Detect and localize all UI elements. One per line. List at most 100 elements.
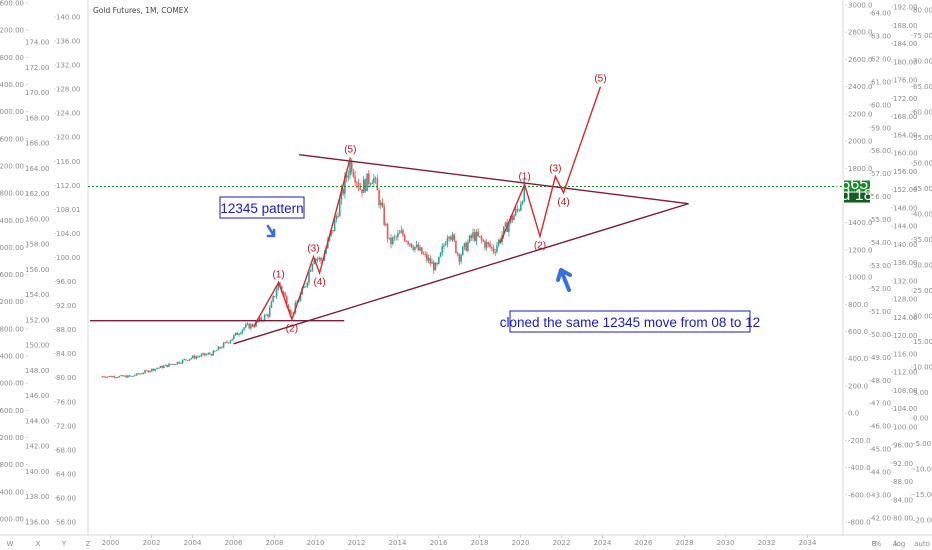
axis-tick-label-right_4: -10.00 xyxy=(913,466,932,474)
axis-tick-label-right_3: 80.00 xyxy=(893,515,913,523)
axis-tick-label-right_4: 20.00 xyxy=(913,313,932,321)
toolbar-letter-z[interactable]: Z xyxy=(86,540,91,548)
wave-path-2008-2012[interactable] xyxy=(253,157,352,327)
candle-body xyxy=(274,296,276,297)
candle-body xyxy=(147,370,150,373)
candle-body xyxy=(239,333,242,335)
candle-body xyxy=(198,356,201,358)
candle-body xyxy=(463,242,466,247)
candle-body xyxy=(313,261,315,265)
candle-body xyxy=(118,375,121,378)
candle-body xyxy=(504,222,507,227)
toolbar-letter-w[interactable]: W xyxy=(7,540,14,548)
toolbar-letter-a[interactable]: A xyxy=(893,540,898,548)
candle-body xyxy=(284,293,286,297)
candle-body xyxy=(123,375,126,377)
candle-body xyxy=(468,235,471,243)
axis-tick-label-right_4: 15.00 xyxy=(913,338,932,346)
candle-body xyxy=(473,232,476,241)
axis-tick-label-price: 1000.0 xyxy=(848,274,873,282)
candle-body xyxy=(480,236,483,240)
candle-body xyxy=(345,176,348,178)
axis-tick-label-price: -600.0 xyxy=(848,491,871,499)
candle-body xyxy=(456,252,459,255)
candle-body xyxy=(255,321,257,327)
axis-tick-label-right_3: 152.00 xyxy=(893,186,918,194)
candle-body xyxy=(133,375,136,377)
axis-tick-label-price: 0.0 xyxy=(848,410,859,418)
candle-body xyxy=(132,375,134,377)
candle-body xyxy=(381,202,384,207)
clone-annotation-box[interactable] xyxy=(509,310,751,333)
candle-body xyxy=(385,224,387,225)
candle-body xyxy=(414,246,416,250)
x-tick-label: 2002 xyxy=(143,539,161,547)
candle-body xyxy=(514,208,517,216)
x-tick-label: 2010 xyxy=(307,539,325,547)
candle-body xyxy=(243,327,245,330)
axis-tick-label-left_2: 72.00 xyxy=(56,422,76,430)
x-tick-label: 2014 xyxy=(389,539,407,547)
candle-body xyxy=(229,340,232,343)
candle-body xyxy=(496,245,498,253)
axis-tick-label-left_2: 68.00 xyxy=(56,446,76,454)
toolbar-letter-b[interactable]: B xyxy=(872,540,877,548)
axis-tick-label-right_4: 45.00 xyxy=(913,185,932,193)
axis-tick-label-right_2: 51.00 xyxy=(871,308,891,316)
toolbar-letter-y[interactable]: Y xyxy=(61,540,67,548)
candle-body xyxy=(354,176,356,183)
trendline-upper[interactable] xyxy=(299,153,689,205)
toolbar-letter-x[interactable]: X xyxy=(36,540,41,548)
candle-body xyxy=(299,294,302,301)
candle-body xyxy=(458,254,461,262)
candle-body xyxy=(311,264,314,271)
candle-body xyxy=(388,237,391,239)
axis-tick-label-right_3: 104.00 xyxy=(893,405,918,413)
percent-toggle[interactable]: % xyxy=(875,540,882,548)
x-tick-label: 2000 xyxy=(102,539,120,547)
axis-tick-label-right_2: 59.00 xyxy=(871,124,891,132)
candle-body xyxy=(332,230,334,232)
axis-tick-label-far_left: 6400.00 xyxy=(0,353,24,361)
candle-body xyxy=(236,332,239,336)
wave-path-projection[interactable] xyxy=(499,86,602,244)
candle-body xyxy=(151,368,153,371)
axis-tick-label-right_3: 128.00 xyxy=(893,296,918,304)
candle-body xyxy=(376,178,379,191)
candle-body xyxy=(453,234,456,241)
candle-body xyxy=(193,355,196,359)
candle-body xyxy=(405,240,408,242)
candle-body xyxy=(441,246,444,253)
axis-tick-label-right_2: 44.00 xyxy=(871,469,891,477)
candle-body xyxy=(492,247,495,253)
axis-tick-label-far_left: 11200.00 xyxy=(0,27,24,35)
candle-body xyxy=(260,317,262,321)
auto-toggle[interactable]: auto xyxy=(914,540,930,548)
axis-tick-label-right_3: 156.00 xyxy=(893,168,918,176)
axis-tick-label-right_3: 92.00 xyxy=(893,460,913,468)
candle-body xyxy=(398,232,401,234)
candle-body xyxy=(180,363,182,364)
wave-label-2: (2) xyxy=(286,323,298,334)
candle-body xyxy=(415,244,418,247)
candle-body xyxy=(137,373,139,375)
pattern-annotation-box[interactable] xyxy=(219,196,305,219)
candle-body xyxy=(369,183,372,185)
candle-body xyxy=(472,232,474,238)
axis-tick-label-right_2: 64.00 xyxy=(871,10,891,18)
candle-body xyxy=(403,235,406,241)
axis-tick-label-right_3: 148.00 xyxy=(893,204,918,212)
x-tick-label: 2032 xyxy=(758,539,776,547)
axis-tick-label-right_2: 46.00 xyxy=(871,423,891,431)
axis-tick-label-right_4: -20.00 xyxy=(913,517,932,525)
candle-body xyxy=(171,364,174,365)
candle-body xyxy=(477,231,479,237)
log-toggle[interactable]: log xyxy=(895,540,906,548)
candle-body xyxy=(152,368,155,371)
axis-tick-label-left_2: 76.00 xyxy=(56,398,76,406)
axis-tick-label-far_left: 7600.00 xyxy=(0,271,24,279)
labels: Gold Futures, 1M, COMEX 1665.76d 18h (1) (2… xyxy=(93,6,882,334)
candle-body xyxy=(275,290,278,297)
